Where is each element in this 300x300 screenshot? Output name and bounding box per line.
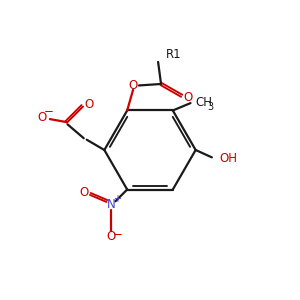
Text: CH: CH (196, 96, 213, 109)
Text: −: − (44, 105, 53, 118)
Text: OH: OH (219, 152, 237, 165)
Text: O: O (106, 230, 116, 242)
Text: O: O (84, 98, 93, 111)
Text: N: N (106, 198, 116, 211)
Text: O: O (79, 186, 88, 199)
Text: +: + (113, 194, 122, 204)
Text: R1: R1 (166, 48, 181, 61)
Text: O: O (184, 91, 193, 104)
Text: 3: 3 (207, 102, 213, 112)
Text: −: − (112, 228, 122, 241)
Text: O: O (128, 79, 138, 92)
Text: O: O (37, 111, 46, 124)
